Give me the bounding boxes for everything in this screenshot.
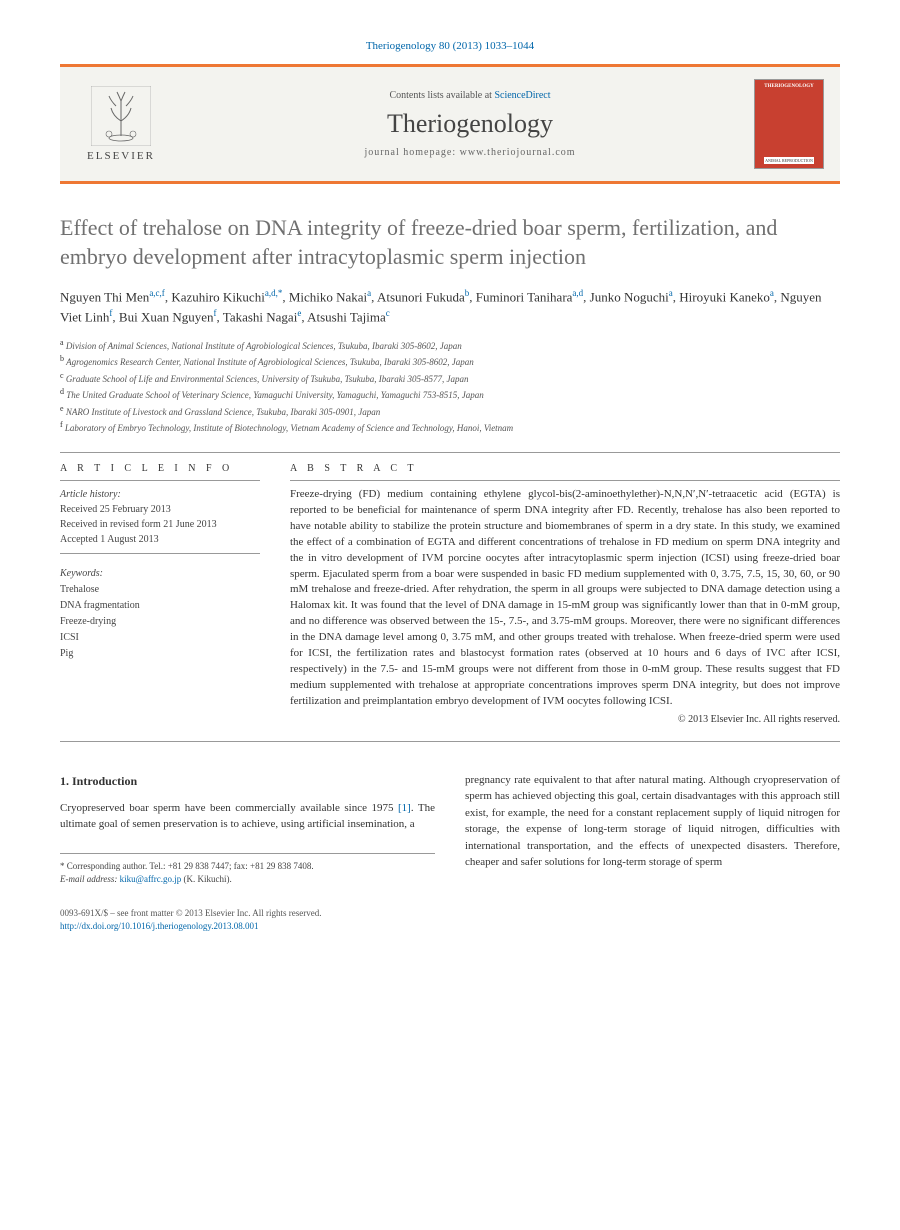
corr-email-suffix: (K. Kikuchi).	[181, 874, 232, 884]
author-name: Nguyen Thi Men	[60, 290, 149, 305]
info-abstract-row: A R T I C L E I N F O Article history: R…	[60, 463, 840, 725]
keyword-item: ICSI	[60, 630, 260, 646]
contents-available-line: Contents lists available at ScienceDirec…	[186, 90, 754, 101]
author-name: Kazuhiro Kikuchi	[171, 290, 265, 305]
corr-email-link[interactable]: kiku@affrc.go.jp	[120, 874, 182, 884]
body-column-right: pregnancy rate equivalent to that after …	[465, 772, 840, 934]
body-paragraph: Cryopreserved boar sperm have been comme…	[60, 800, 435, 833]
citation-line: Theriogenology 80 (2013) 1033–1044	[60, 40, 840, 52]
body-paragraph: pregnancy rate equivalent to that after …	[465, 772, 840, 871]
affiliations-list: a Division of Animal Sciences, National …	[60, 337, 840, 436]
author-name: Bui Xuan Nguyen	[119, 309, 214, 324]
author-affiliation-marker: b	[465, 288, 470, 298]
author-affiliation-marker: a,d,*	[265, 288, 283, 298]
keyword-item: Freeze-drying	[60, 614, 260, 630]
publisher-logo-section: ELSEVIER	[76, 86, 166, 162]
cover-subtitle: ANIMAL REPRODUCTION	[764, 157, 814, 164]
author-name: Takashi Nagai	[223, 309, 298, 324]
cover-title: THERIOGENOLOGY	[764, 84, 813, 89]
homepage-url[interactable]: www.theriojournal.com	[460, 147, 576, 158]
sciencedirect-link[interactable]: ScienceDirect	[494, 90, 550, 101]
affiliation-line: e NARO Institute of Livestock and Grassl…	[60, 403, 840, 420]
author-affiliation-marker: a	[367, 288, 371, 298]
abstract-copyright: © 2013 Elsevier Inc. All rights reserved…	[290, 714, 840, 725]
doi-link[interactable]: http://dx.doi.org/10.1016/j.theriogenolo…	[60, 921, 259, 931]
keyword-item: DNA fragmentation	[60, 598, 260, 614]
footer-info: 0093-691X/$ – see front matter © 2013 El…	[60, 907, 435, 934]
affiliation-line: f Laboratory of Embryo Technology, Insti…	[60, 419, 840, 436]
author-affiliation-marker: a	[669, 288, 673, 298]
divider	[60, 452, 840, 453]
abstract-column: A B S T R A C T Freeze-drying (FD) mediu…	[290, 463, 840, 725]
keyword-item: Pig	[60, 646, 260, 662]
author-affiliation-marker: f	[214, 308, 217, 318]
received-date: Received 25 February 2013	[60, 502, 260, 517]
author-name: Hiroyuki Kaneko	[679, 290, 770, 305]
affiliation-line: a Division of Animal Sciences, National …	[60, 337, 840, 354]
abstract-label: A B S T R A C T	[290, 463, 840, 474]
journal-homepage-line: journal homepage: www.theriojournal.com	[186, 147, 754, 158]
journal-name: Theriogenology	[186, 109, 754, 139]
accepted-date: Accepted 1 August 2013	[60, 532, 260, 547]
journal-header: ELSEVIER Contents lists available at Sci…	[60, 64, 840, 184]
elsevier-tree-icon	[91, 86, 151, 146]
authors-list: Nguyen Thi Mena,c,f, Kazuhiro Kikuchia,d…	[60, 287, 840, 327]
author-name: Michiko Nakai	[289, 290, 367, 305]
author-affiliation-marker: a,d	[572, 288, 583, 298]
publisher-name: ELSEVIER	[87, 150, 155, 162]
author-name: Atsushi Tajima	[307, 309, 386, 324]
revised-date: Received in revised form 21 June 2013	[60, 517, 260, 532]
keywords-label: Keywords:	[60, 566, 260, 582]
affiliation-line: b Agrogenomics Research Center, National…	[60, 353, 840, 370]
author-name: Atsunori Fukuda	[377, 290, 465, 305]
journal-cover-thumbnail: THERIOGENOLOGY ANIMAL REPRODUCTION	[754, 79, 824, 169]
body-column-left: 1. Introduction Cryopreserved boar sperm…	[60, 772, 435, 934]
front-matter-line: 0093-691X/$ – see front matter © 2013 El…	[60, 907, 435, 921]
corr-contact: * Corresponding author. Tel.: +81 29 838…	[60, 860, 435, 874]
section-heading-introduction: 1. Introduction	[60, 772, 435, 790]
history-label: Article history:	[60, 487, 260, 502]
article-info-column: A R T I C L E I N F O Article history: R…	[60, 463, 260, 725]
author-affiliation-marker: a,c,f	[149, 288, 165, 298]
keywords-block: Keywords: TrehaloseDNA fragmentationFree…	[60, 566, 260, 662]
affiliation-line: c Graduate School of Life and Environmen…	[60, 370, 840, 387]
author-affiliation-marker: c	[386, 308, 390, 318]
author-affiliation-marker: e	[297, 308, 301, 318]
article-info-label: A R T I C L E I N F O	[60, 463, 260, 474]
corresponding-author-note: * Corresponding author. Tel.: +81 29 838…	[60, 853, 435, 887]
reference-link[interactable]: [1]	[398, 802, 411, 814]
abstract-text: Freeze-drying (FD) medium containing eth…	[290, 480, 840, 710]
article-history-block: Article history: Received 25 February 20…	[60, 480, 260, 554]
header-center: Contents lists available at ScienceDirec…	[186, 90, 754, 158]
keyword-item: Trehalose	[60, 582, 260, 598]
article-title: Effect of trehalose on DNA integrity of …	[60, 214, 840, 271]
contents-prefix: Contents lists available at	[389, 90, 494, 101]
affiliation-line: d The United Graduate School of Veterina…	[60, 386, 840, 403]
author-affiliation-marker: f	[109, 308, 112, 318]
author-affiliation-marker: a	[770, 288, 774, 298]
author-name: Fuminori Tanihara	[476, 290, 573, 305]
homepage-prefix: journal homepage:	[364, 147, 459, 158]
author-name: Junko Noguchi	[590, 290, 669, 305]
email-label: E-mail address:	[60, 874, 120, 884]
body-columns: 1. Introduction Cryopreserved boar sperm…	[60, 772, 840, 934]
divider	[60, 741, 840, 742]
